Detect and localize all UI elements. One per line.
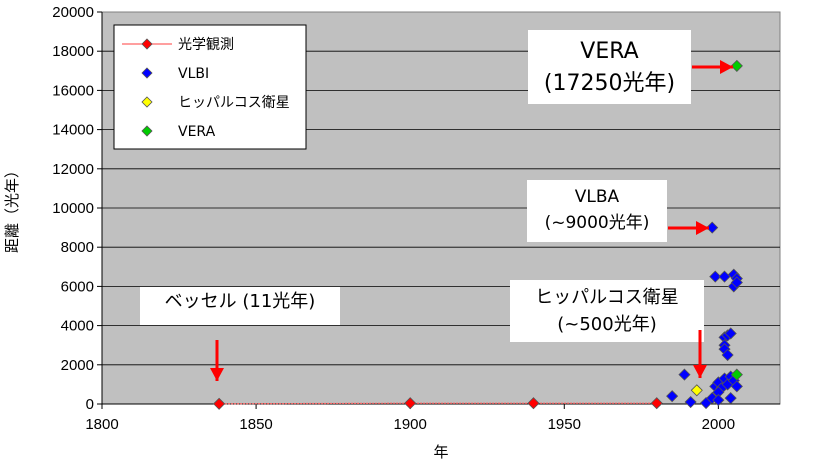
legend-swatch [141, 38, 153, 50]
legend-label: 光学観測 [178, 36, 234, 53]
data-point [730, 368, 743, 381]
annotation-text: VLBA [575, 187, 620, 207]
y-tick-label: 4000 [61, 318, 94, 335]
x-tick-label: 2000 [702, 416, 735, 433]
y-tick-label: 0 [86, 396, 94, 413]
y-tick-label: 20000 [52, 4, 94, 21]
legend-label: VERA [178, 124, 216, 140]
data-point [690, 384, 703, 397]
annotation-box [528, 30, 691, 104]
annotation-box [527, 180, 667, 242]
data-point [730, 380, 743, 393]
annotation-text: (17250光年) [544, 71, 675, 96]
data-point [730, 276, 743, 289]
legend-swatch [141, 96, 153, 108]
data-point [724, 392, 737, 405]
annotation-text: ベッセル (11光年) [165, 291, 316, 312]
data-point [666, 390, 679, 403]
annotation-text: (~500光年) [557, 314, 656, 335]
data-point [709, 270, 722, 283]
arrow-head [693, 365, 707, 378]
data-point [730, 59, 743, 72]
y-tick-label: 16000 [52, 82, 94, 99]
data-point [678, 368, 691, 381]
y-tick-labels: 0 2000 4000 6000 8000 10000 12000 14000 16000 180… [52, 4, 94, 413]
x-axis-title: 年 [433, 443, 448, 461]
y-tick-label: 14000 [52, 122, 94, 139]
annotation-text: (~9000光年) [545, 213, 650, 233]
x-tick-label: 1850 [239, 416, 272, 433]
data-point [712, 394, 725, 407]
arrow-head [696, 221, 709, 235]
data-point [684, 395, 697, 409]
data-point [213, 397, 226, 410]
data-point [724, 327, 737, 340]
data-series [213, 59, 743, 410]
annotation-box [510, 280, 704, 342]
legend-swatch [141, 67, 153, 79]
y-axis-title: 距離（光年） [3, 163, 21, 253]
y-tick-label: 8000 [61, 239, 94, 256]
annotation-text: ヒッパルコス衛星 [535, 287, 679, 308]
x-tick-label: 1950 [548, 416, 581, 433]
legend: 光学観測 VLBI ヒッパルコス衛星 VERA [113, 24, 307, 150]
x-tick-label: 1800 [85, 416, 118, 433]
x-tick-labels: 1800 1850 1900 1950 2000 [85, 416, 735, 433]
y-tick-label: 2000 [61, 357, 94, 374]
y-tick-label: 12000 [52, 161, 94, 178]
y-tick-label: 6000 [61, 278, 94, 295]
y-tick-label: 18000 [52, 43, 94, 60]
arrow-head [210, 368, 224, 381]
data-point [721, 348, 734, 362]
data-point [404, 397, 417, 410]
annotations: ベッセル (11光年) ヒッパルコス衛星 (~500光年) VLBA (~9000光年)… [140, 30, 733, 381]
data-point [650, 397, 663, 410]
legend-label: VLBI [178, 66, 209, 82]
legend-label: ヒッパルコス衛星 [178, 95, 290, 111]
legend-swatch [141, 125, 153, 137]
annotation-text: VERA [580, 39, 638, 64]
y-tick-label: 10000 [52, 200, 94, 217]
data-point [527, 397, 540, 410]
annotation-box [140, 287, 340, 325]
data-point [706, 221, 719, 234]
x-tick-label: 1900 [393, 416, 426, 433]
series-line [219, 402, 657, 405]
arrow-head [720, 60, 733, 74]
